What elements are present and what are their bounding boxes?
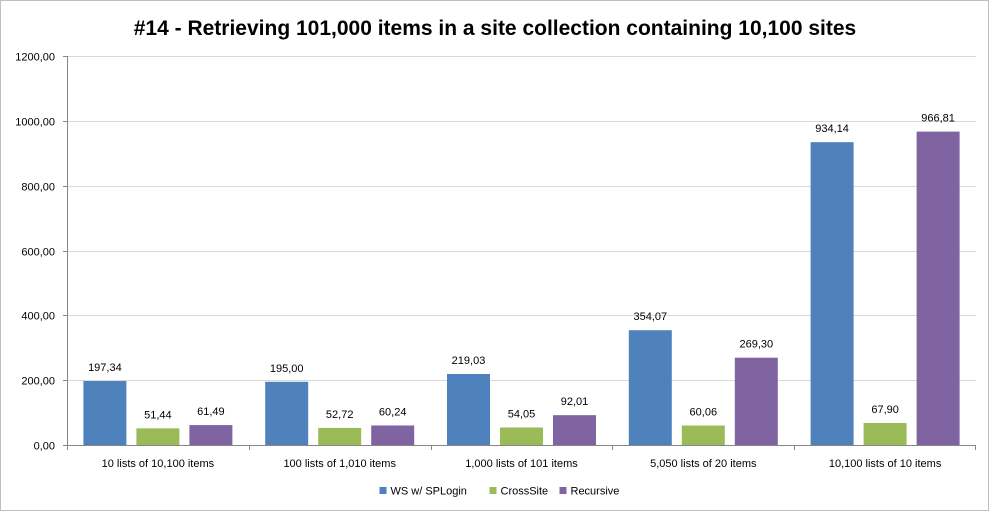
bar — [318, 427, 362, 445]
data-label: 60,06 — [690, 407, 718, 419]
data-labels: 197,34 51,44 61,49 195,00 52,72 60,24 219,03 54… — [88, 113, 955, 422]
chart-title: #14 - Retrieving 101,000 items in a site… — [134, 17, 856, 40]
bar — [136, 428, 180, 445]
x-category-label: 10 lists of 10,100 items — [102, 458, 215, 470]
y-tick-label: 400,00 — [21, 311, 55, 323]
data-label: 195,00 — [270, 363, 304, 375]
bar — [628, 330, 672, 445]
bar — [863, 422, 907, 445]
x-category-label: 10,100 lists of 10 items — [829, 458, 942, 470]
bar — [189, 425, 233, 445]
x-category-label: 100 lists of 1,010 items — [283, 458, 396, 470]
data-label: 354,07 — [633, 311, 667, 323]
legend-label: Recursive — [571, 486, 620, 498]
legend-label: CrossSite — [501, 486, 549, 498]
data-label: 67,90 — [871, 404, 899, 416]
x-category-label: 1,000 lists of 101 items — [465, 458, 578, 470]
data-label: 51,44 — [144, 409, 172, 421]
bar — [916, 131, 960, 446]
y-tick-label: 1200,00 — [15, 52, 55, 64]
x-category-label: 5,050 lists of 20 items — [650, 458, 757, 470]
data-label: 60,24 — [379, 406, 407, 418]
bar — [447, 373, 490, 445]
data-label: 92,01 — [561, 396, 589, 408]
legend-swatch — [379, 487, 387, 494]
y-tick-label: 0,00 — [34, 441, 55, 453]
data-label: 54,05 — [508, 408, 536, 420]
bar — [500, 427, 543, 445]
data-label: 61,49 — [197, 406, 225, 418]
bar — [810, 142, 854, 445]
legend-label: WS w/ SPLogin — [391, 486, 467, 498]
legend-swatch — [489, 487, 497, 494]
bar — [553, 415, 596, 445]
y-tick-label: 1000,00 — [15, 117, 55, 129]
data-label: 269,30 — [739, 339, 773, 351]
bar — [83, 381, 127, 445]
legend-swatch — [559, 487, 567, 494]
data-label: 197,34 — [88, 362, 122, 374]
data-label: 52,72 — [326, 409, 354, 421]
bar — [681, 425, 725, 445]
y-axis: 0,00 200,00 400,00 600,00 800,00 1000,00 1200,… — [15, 52, 68, 453]
bar-series — [83, 131, 960, 446]
data-label: 934,14 — [815, 123, 849, 135]
y-tick-label: 800,00 — [21, 182, 55, 194]
y-tick-label: 600,00 — [21, 247, 55, 259]
gridlines — [67, 56, 976, 446]
bar — [265, 381, 309, 445]
data-label: 966,81 — [921, 113, 955, 125]
y-tick-label: 200,00 — [21, 376, 55, 388]
bar — [371, 425, 415, 445]
x-axis: 10 lists of 10,100 items 100 lists of 1,0… — [67, 445, 976, 470]
bar — [734, 357, 778, 445]
legend: WS w/ SPLogin CrossSite Recursive — [379, 486, 620, 498]
data-label: 219,03 — [452, 355, 486, 367]
